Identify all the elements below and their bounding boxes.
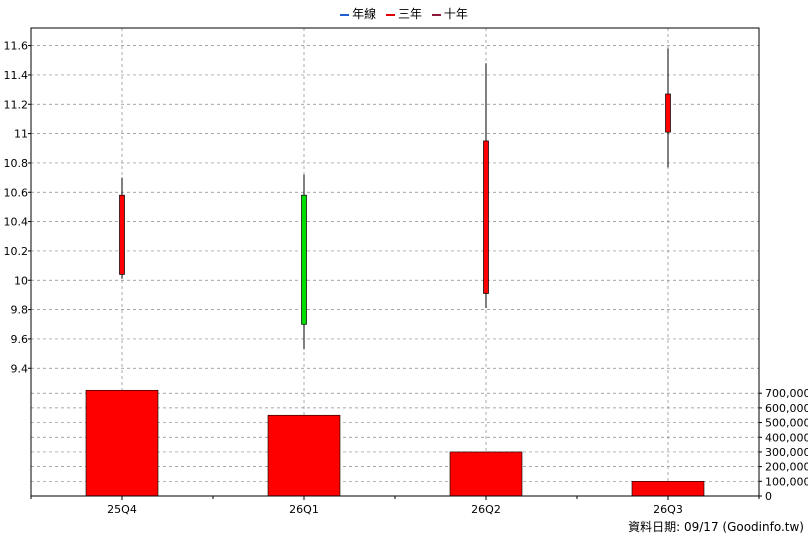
category-tick-label: 25Q4 (107, 503, 137, 516)
volume-layer (85, 389, 705, 497)
plot-frame (30, 27, 760, 497)
volume-tick-label: 400,000 (765, 431, 808, 444)
volume-tick-label: 600,000 (765, 402, 808, 415)
volume-tick-label: 700,000 (765, 387, 808, 400)
volume-bar (267, 414, 341, 497)
volume-bar (449, 451, 523, 497)
data-source-label: 資料日期: 09/17 (Goodinfo.tw) (628, 520, 804, 534)
chart-legend: 年線 三年 十年 (0, 5, 808, 22)
volume-tick-label: 100,000 (765, 475, 808, 488)
category-tick-label: 26Q3 (653, 503, 683, 516)
category-tick-label: 26Q1 (289, 503, 319, 516)
legend-item: 年線 (340, 5, 376, 22)
legend-item: 十年 (431, 5, 468, 22)
volume-tick-label: 0 (765, 490, 772, 503)
price-tick-label: 10 (14, 274, 28, 287)
price-tick-label: 11 (14, 128, 28, 141)
volume-tick-label: 300,000 (765, 446, 808, 459)
legend-swatch-10y (431, 13, 441, 16)
volume-bar (85, 389, 159, 497)
volume-bar (631, 481, 705, 497)
legend-label-10y: 十年 (443, 7, 468, 21)
price-tick-label: 9.8 (11, 304, 29, 317)
legend-swatch-3y (385, 13, 395, 16)
price-tick-label: 9.6 (11, 333, 29, 346)
price-tick-label: 10.6 (4, 186, 29, 199)
candle-layer (119, 48, 671, 350)
legend-label-3y: 三年 (397, 7, 422, 21)
price-tick-label: 10.4 (4, 216, 29, 229)
price-tick-label: 9.4 (11, 362, 29, 375)
price-tick-label: 11.2 (4, 98, 29, 111)
candle-body (119, 194, 125, 275)
candle-body (301, 194, 307, 325)
legend-label-1y: 年線 (352, 7, 377, 21)
volume-tick-label: 200,000 (765, 461, 808, 474)
price-tick-label: 11.4 (4, 69, 29, 82)
category-tick-label: 26Q2 (471, 503, 501, 516)
price-tick-label: 11.6 (4, 40, 29, 53)
candle-body (665, 93, 671, 133)
price-tick-label: 10.2 (4, 245, 29, 258)
volume-tick-label: 500,000 (765, 417, 808, 430)
legend-item: 三年 (385, 5, 422, 22)
legend-swatch-1y (340, 13, 350, 16)
axis-layer: 9.4 9.6 9.8 10 10.2 10.4 10.6 10.8 11 11.2 11.4 11.… (4, 40, 808, 516)
candle-body (483, 140, 489, 294)
price-tick-label: 10.8 (4, 157, 29, 170)
